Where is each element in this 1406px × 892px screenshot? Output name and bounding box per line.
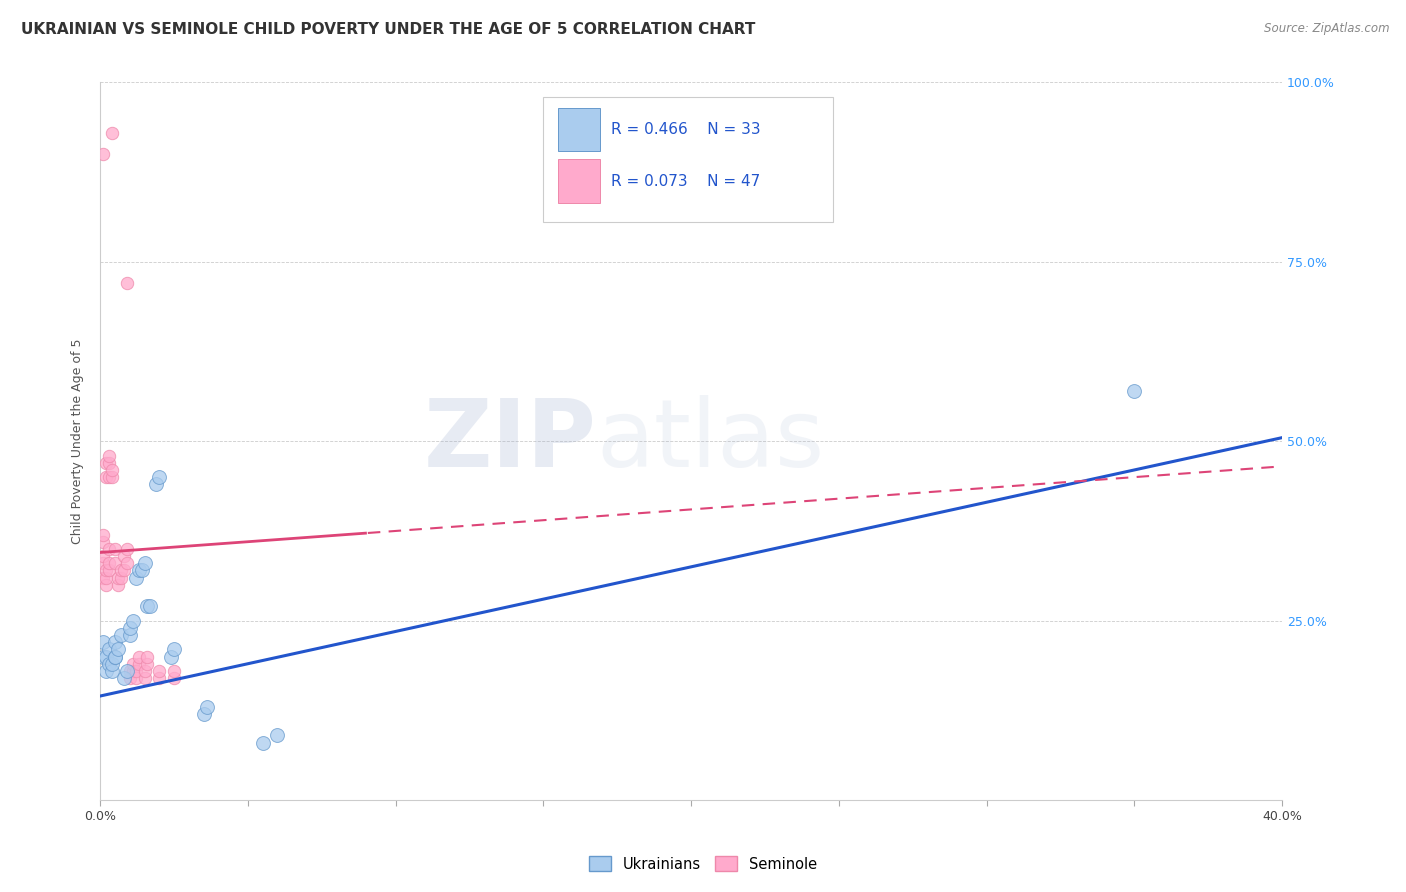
Point <box>98 456 121 470</box>
Point <box>145 477 167 491</box>
Point <box>163 664 186 678</box>
Point <box>98 642 121 657</box>
Point <box>118 671 141 685</box>
Point <box>134 556 156 570</box>
Point <box>148 671 170 685</box>
Point <box>94 563 117 577</box>
Point <box>94 456 117 470</box>
Point <box>131 563 153 577</box>
Point <box>98 556 121 570</box>
Point <box>121 657 143 671</box>
Point <box>121 664 143 678</box>
Point <box>1123 384 1146 398</box>
Point <box>115 556 138 570</box>
Point <box>124 671 146 685</box>
FancyBboxPatch shape <box>558 160 600 203</box>
Text: R = 0.073    N = 47: R = 0.073 N = 47 <box>610 174 761 188</box>
Point <box>134 664 156 678</box>
Point <box>91 571 114 585</box>
Point <box>163 671 186 685</box>
Point <box>252 736 274 750</box>
Point <box>193 706 215 721</box>
Point <box>94 664 117 678</box>
Point <box>112 671 135 685</box>
Point <box>94 578 117 592</box>
Point <box>118 628 141 642</box>
Point <box>94 571 117 585</box>
Point <box>110 563 132 577</box>
Text: UKRAINIAN VS SEMINOLE CHILD POVERTY UNDER THE AGE OF 5 CORRELATION CHART: UKRAINIAN VS SEMINOLE CHILD POVERTY UNDE… <box>21 22 755 37</box>
Point <box>128 657 150 671</box>
Point <box>121 614 143 628</box>
Point <box>107 578 129 592</box>
Point <box>104 541 127 556</box>
Point <box>98 657 121 671</box>
FancyBboxPatch shape <box>558 108 600 152</box>
Point <box>266 729 288 743</box>
Legend: Ukrainians, Seminole: Ukrainians, Seminole <box>583 850 823 878</box>
Point <box>195 699 218 714</box>
Point <box>91 635 114 649</box>
Y-axis label: Child Poverty Under the Age of 5: Child Poverty Under the Age of 5 <box>72 338 84 544</box>
Point <box>124 571 146 585</box>
Point <box>98 470 121 484</box>
Point <box>101 126 124 140</box>
Text: ZIP: ZIP <box>423 395 596 487</box>
Point <box>91 649 114 664</box>
Point <box>94 649 117 664</box>
Point <box>107 571 129 585</box>
Point <box>110 628 132 642</box>
Point <box>139 599 162 614</box>
Point <box>101 664 124 678</box>
Point <box>148 470 170 484</box>
Point <box>104 635 127 649</box>
Point <box>101 470 124 484</box>
Point <box>98 449 121 463</box>
Text: Source: ZipAtlas.com: Source: ZipAtlas.com <box>1264 22 1389 36</box>
Point <box>136 657 159 671</box>
Text: R = 0.466    N = 33: R = 0.466 N = 33 <box>610 122 761 137</box>
Point <box>118 621 141 635</box>
Point <box>91 534 114 549</box>
Point <box>160 649 183 664</box>
Point <box>101 463 124 477</box>
Point <box>94 470 117 484</box>
Text: atlas: atlas <box>596 395 825 487</box>
Point <box>91 556 114 570</box>
Point <box>124 664 146 678</box>
Point <box>128 563 150 577</box>
Point <box>163 642 186 657</box>
Point <box>128 649 150 664</box>
Point <box>98 563 121 577</box>
Point <box>136 649 159 664</box>
Point <box>115 664 138 678</box>
Point <box>101 657 124 671</box>
Point <box>104 649 127 664</box>
Point <box>91 549 114 563</box>
Point <box>115 277 138 291</box>
Point <box>107 642 129 657</box>
Point <box>112 563 135 577</box>
FancyBboxPatch shape <box>543 97 832 222</box>
Point <box>148 664 170 678</box>
Point <box>134 671 156 685</box>
Point <box>110 571 132 585</box>
Point <box>118 664 141 678</box>
Point <box>98 541 121 556</box>
Point <box>91 147 114 161</box>
Point <box>136 599 159 614</box>
Point <box>115 541 138 556</box>
Point <box>104 556 127 570</box>
Point <box>91 527 114 541</box>
Point <box>112 549 135 563</box>
Point <box>104 649 127 664</box>
